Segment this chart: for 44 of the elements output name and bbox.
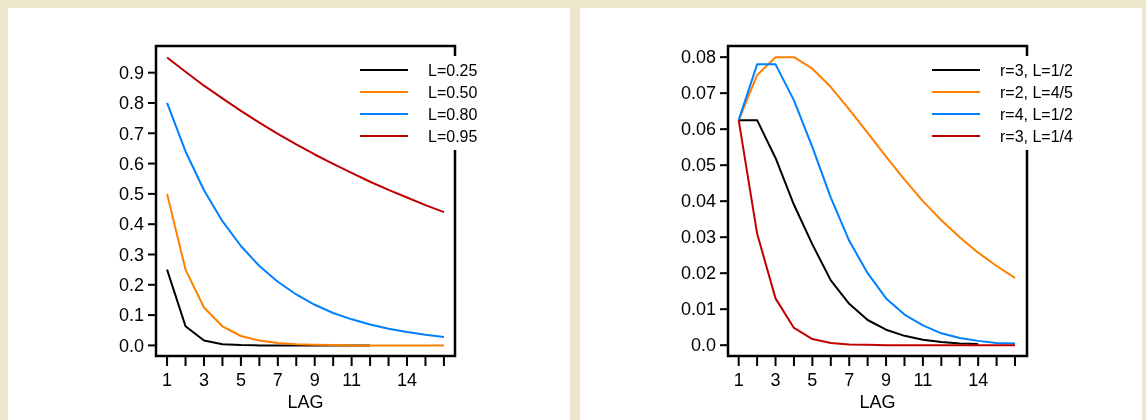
legend-label: r=4, L=1/2	[1000, 105, 1074, 123]
y-tick-label: 0.6	[118, 153, 144, 174]
x-tick-label: 5	[807, 370, 818, 390]
y-tick-label: 0.05	[680, 155, 716, 176]
y-tick-label: 0.1	[118, 305, 144, 326]
x-tick-label: 9	[309, 370, 320, 390]
x-tick-label: 5	[235, 370, 246, 390]
y-tick-label: 0.02	[680, 263, 716, 284]
x-tick-label: 7	[272, 370, 283, 390]
y-tick-label: 0.01	[680, 299, 716, 320]
y-tick-label: 0.0	[118, 335, 144, 356]
y-tick-label: 0.08	[680, 47, 716, 68]
y-tick-label: 0.5	[118, 184, 144, 205]
y-tick-label: 0.7	[118, 123, 144, 144]
y-tick-label: 0.9	[118, 62, 144, 83]
legend-label: L=0.50	[428, 83, 478, 101]
y-tick-label: 0.07	[680, 83, 716, 104]
x-tick-label: 7	[844, 370, 855, 390]
y-tick-label: 0.3	[118, 244, 144, 265]
y-tick-label: 0.0	[690, 335, 716, 356]
y-tick-label: 0.4	[118, 214, 144, 235]
x-tick-label: 11	[342, 370, 361, 390]
legend-label: r=3, L=1/4	[1000, 127, 1074, 145]
x-tick-label: 14	[397, 370, 418, 390]
x-axis-title: LAG	[287, 392, 324, 412]
x-tick-label: 3	[198, 370, 209, 390]
x-axis-title: LAG	[859, 392, 896, 412]
line-series	[166, 192, 445, 347]
legend-label: L=0.25	[428, 61, 478, 79]
y-tick-label: 0.2	[118, 275, 144, 296]
x-tick-label: 14	[968, 370, 989, 390]
x-tick-label: 11	[913, 370, 933, 390]
x-tick-label: 1	[162, 370, 173, 390]
legend-label: r=2, L=4/5	[1000, 83, 1074, 101]
y-tick-label: 0.06	[680, 119, 716, 140]
legend-label: r=3, L=1/2	[1000, 61, 1074, 79]
y-tick-label: 0.03	[680, 227, 716, 248]
y-tick-label: 0.04	[680, 191, 716, 212]
y-tick-label: 0.8	[118, 93, 144, 114]
x-tick-label: 3	[770, 370, 781, 390]
x-tick-label: 1	[733, 370, 744, 390]
legend-label: L=0.80	[428, 105, 478, 123]
legend-label: L=0.95	[428, 127, 478, 145]
x-tick-label: 9	[881, 370, 892, 390]
